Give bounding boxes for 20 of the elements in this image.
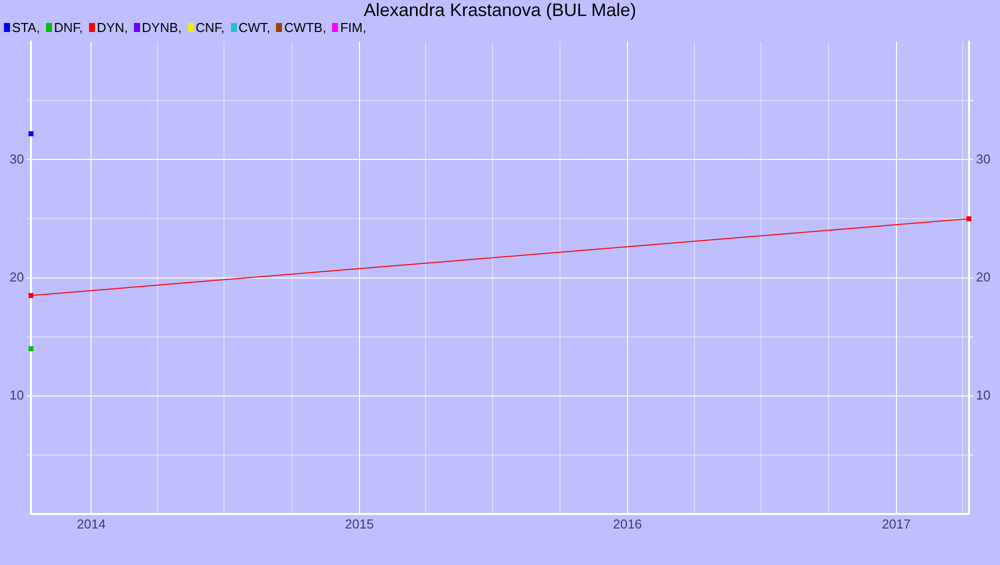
y2-tick-label: 30 — [976, 151, 990, 166]
y-tick-label: 20 — [10, 269, 24, 284]
legend-label: CWTB, — [284, 20, 326, 35]
x-tick-label: 2014 — [76, 516, 106, 532]
legend-label: STA, — [12, 20, 40, 35]
y-tick-label: 10 — [10, 387, 24, 402]
legend-label: CNF, — [196, 20, 225, 35]
legend-label: DNF, — [54, 20, 83, 35]
y2-tick-label: 20 — [976, 269, 990, 284]
y2-tick-label: 10 — [976, 387, 990, 402]
y-tick-label: 30 — [10, 151, 24, 166]
legend-label: CWT, — [238, 20, 270, 35]
legend-label: FIM, — [340, 20, 366, 35]
chart-title: Alexandra Krastanova (BUL Male) — [364, 0, 636, 20]
legend-label: DYN, — [96, 20, 128, 35]
x-tick-label: 2017 — [882, 516, 911, 532]
x-tick-label: 2016 — [612, 516, 642, 532]
legend-label: DYNB, — [142, 20, 182, 35]
point — [28, 293, 34, 298]
x-tick-label: 2015 — [344, 516, 374, 532]
